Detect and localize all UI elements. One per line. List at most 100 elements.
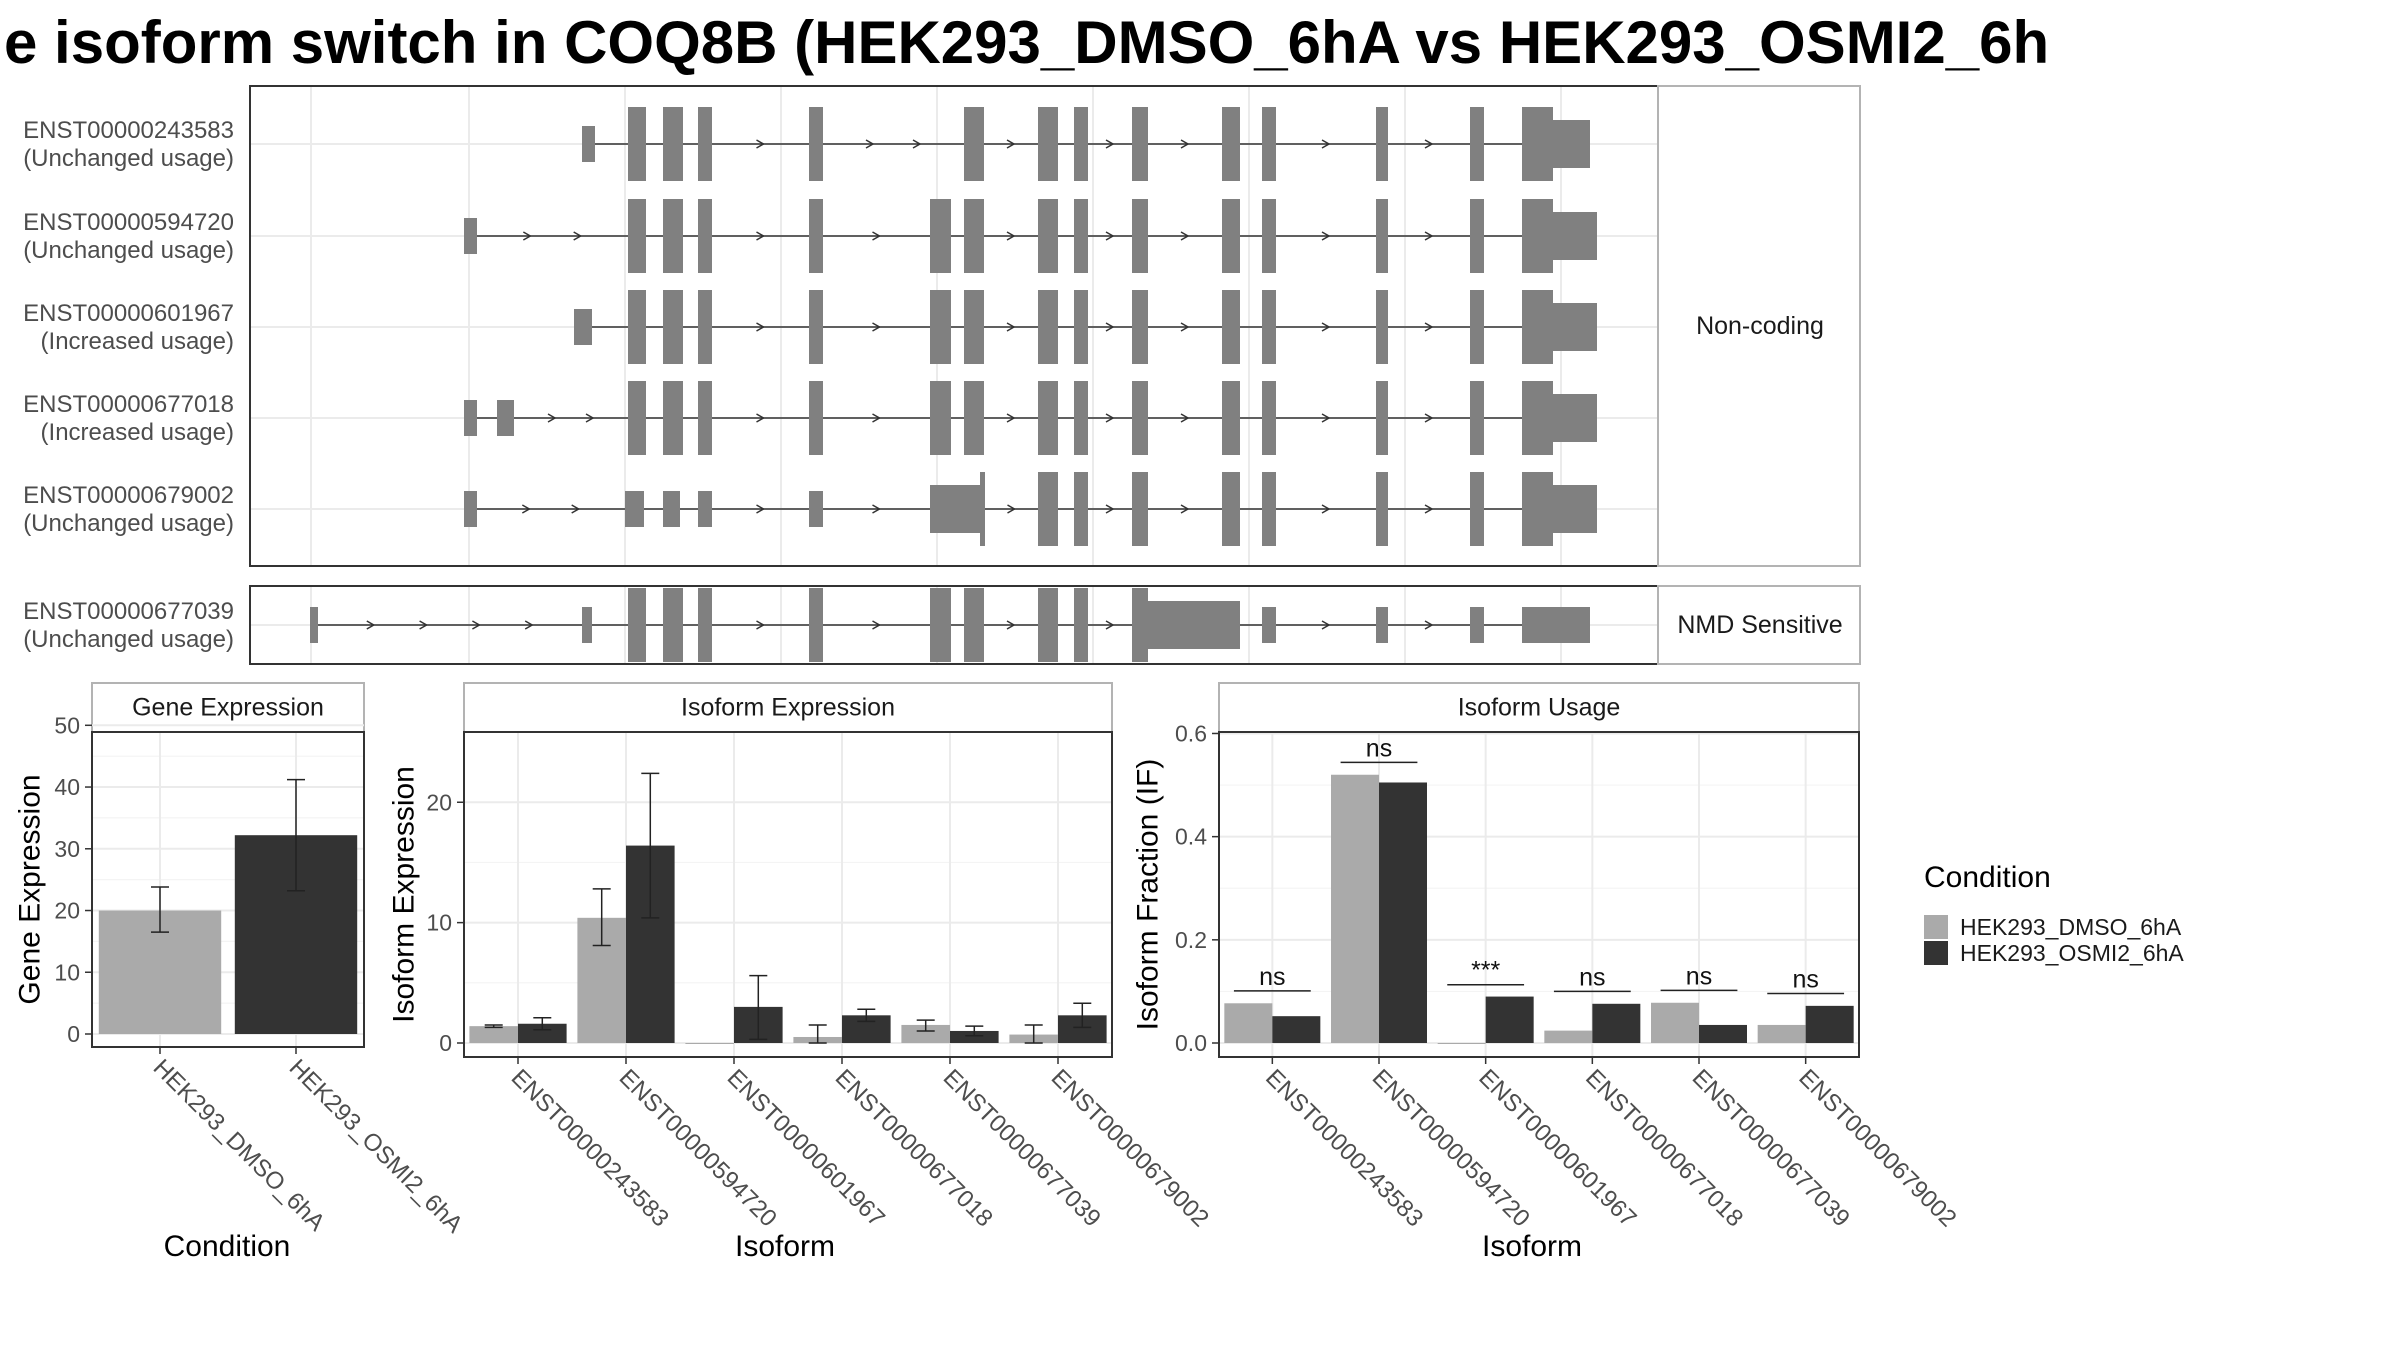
y-tick-label: 0.2 [1175, 927, 1207, 953]
legend-label: HEK293_DMSO_6hA [1960, 914, 2182, 940]
exon [964, 107, 984, 181]
transcript-ENST00000594720 [464, 199, 1597, 273]
exon [1522, 107, 1553, 181]
transcript-group-1 [249, 585, 1861, 665]
transcript-id-label: ENST00000243583 [23, 117, 234, 144]
bar [1651, 1002, 1699, 1043]
facet-strip [1657, 85, 1861, 567]
transcript-id-label: ENST00000679002 [23, 482, 234, 509]
exon [625, 491, 644, 527]
direction-arrow [1007, 504, 1017, 514]
y-tick-label: 30 [54, 836, 80, 862]
y-tick-label: 40 [54, 774, 80, 800]
transcript-id-label: ENST00000594720 [23, 209, 234, 236]
exon [964, 381, 984, 455]
direction-arrow [1105, 322, 1115, 332]
exon [663, 381, 683, 455]
exon [1074, 199, 1088, 273]
y-tick-label: 20 [426, 789, 452, 815]
exon [582, 126, 595, 162]
transcript-usage-label: (Unchanged usage) [23, 510, 234, 537]
exon [1376, 607, 1388, 643]
bar [1805, 1005, 1854, 1043]
exon [663, 107, 683, 181]
bar [901, 1024, 950, 1043]
exon [1262, 607, 1276, 643]
exon [1376, 107, 1388, 181]
direction-arrow [1006, 413, 1016, 423]
transcript-usage-label: (Unchanged usage) [23, 145, 234, 172]
direction-arrow [1180, 231, 1190, 241]
direction-arrow [1321, 413, 1331, 423]
direction-arrow [1424, 413, 1434, 423]
plot-background [464, 732, 1112, 1057]
exon [698, 381, 712, 455]
exon [1132, 107, 1148, 181]
exon [1038, 199, 1058, 273]
exon [1132, 290, 1148, 364]
direction-arrow [756, 504, 766, 514]
y-tick-label: 0 [439, 1030, 452, 1056]
significance-label: ns [1259, 963, 1285, 991]
facet-strip-label: NMD Sensitive [1677, 611, 1842, 639]
direction-arrow [872, 322, 882, 332]
exon [1262, 107, 1276, 181]
exon [1522, 381, 1553, 455]
y-tick-label: 20 [54, 898, 80, 924]
exon [809, 199, 823, 273]
direction-arrow [1105, 231, 1115, 241]
exon [1522, 199, 1553, 273]
exon [1074, 472, 1088, 546]
figure-title: e isoform switch in COQ8B (HEK293_DMSO_6… [4, 9, 2050, 76]
exon [1132, 199, 1148, 273]
panel-title: Isoform Usage [1458, 694, 1621, 722]
bar [950, 1030, 999, 1043]
exon [574, 309, 592, 345]
exon [1038, 472, 1058, 546]
transcript-id-label: ENST00000601967 [23, 300, 234, 327]
exon [1074, 107, 1088, 181]
transcript-ENST00000601967 [574, 290, 1597, 364]
direction-arrow [522, 231, 532, 241]
transcript-id-label: ENST00000677039 [23, 598, 234, 625]
panel-strip [463, 682, 1113, 733]
exon [964, 588, 984, 662]
y-tick-label: 10 [54, 959, 80, 985]
exon [464, 491, 477, 527]
exon [464, 218, 477, 254]
chart-panel-1: Isoform Expression01020ENST00000243583EN… [388, 682, 1214, 1263]
bar [1437, 1043, 1486, 1044]
plot-border [91, 731, 365, 1048]
transcript-usage-label: (Unchanged usage) [23, 626, 234, 653]
exon [930, 199, 951, 273]
direction-arrow [872, 413, 882, 423]
direction-arrow [1424, 139, 1434, 149]
direction-arrow [872, 504, 882, 514]
x-axis-title: Condition [164, 1230, 291, 1263]
exon [1376, 381, 1388, 455]
exon [1074, 290, 1088, 364]
exon [1074, 381, 1088, 455]
plot-background [1219, 732, 1859, 1057]
exon [698, 199, 712, 273]
direction-arrow [366, 620, 376, 630]
significance-label: ns [1579, 963, 1605, 991]
direction-arrow [1321, 504, 1331, 514]
exon [1470, 199, 1484, 273]
transcript-usage-label: (Increased usage) [41, 328, 234, 355]
bar [1544, 1030, 1593, 1043]
direction-arrow [872, 620, 882, 630]
plot-border [463, 731, 1113, 1058]
exon [1376, 472, 1388, 546]
bar [685, 1043, 734, 1044]
facet-strip [1657, 585, 1861, 665]
exon [809, 290, 823, 364]
direction-arrow [1006, 620, 1016, 630]
exon [663, 199, 683, 273]
bar [1592, 1003, 1641, 1043]
exon [1132, 381, 1148, 455]
transcript-ENST00000243583 [582, 107, 1590, 181]
exon [628, 290, 646, 364]
exon [1222, 290, 1240, 364]
exon [1222, 199, 1240, 273]
